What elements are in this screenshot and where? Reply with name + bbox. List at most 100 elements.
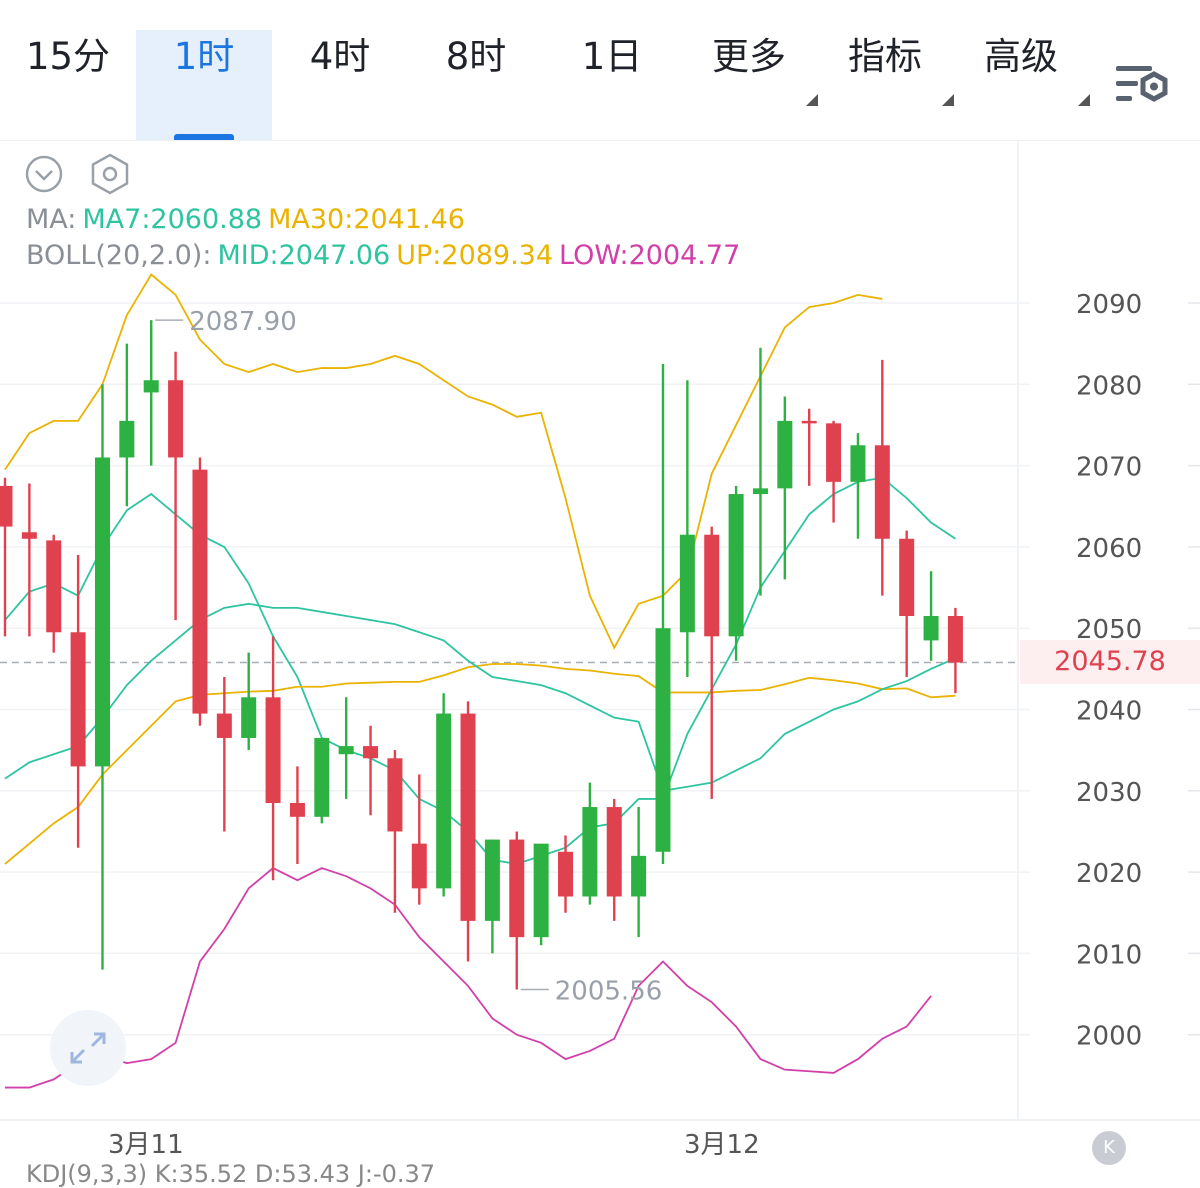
candle-down[interactable] <box>899 530 915 677</box>
candle-down[interactable] <box>606 798 622 921</box>
candle-down[interactable] <box>168 351 184 621</box>
candle-up[interactable] <box>679 380 695 677</box>
candle-body <box>752 488 768 495</box>
candle-down[interactable] <box>46 534 62 653</box>
candle-up[interactable] <box>582 782 598 905</box>
candle-body <box>777 420 793 489</box>
candle-body <box>265 697 281 803</box>
candle-body <box>509 839 525 938</box>
candle-down[interactable] <box>460 701 476 962</box>
ma7-line <box>4 476 956 865</box>
candle-up[interactable] <box>143 320 159 466</box>
timeframe-tabs: 15分 1时 4时 8时 1日 更多 指标 高级 <box>0 0 1200 141</box>
candle-up[interactable] <box>241 652 257 751</box>
y-tick-label: 2030 <box>1076 778 1142 808</box>
ma30-line <box>4 663 956 865</box>
candle-down[interactable] <box>70 555 86 848</box>
y-tick-label: 2080 <box>1076 371 1142 401</box>
candle-down[interactable] <box>289 766 305 864</box>
candle-down[interactable] <box>558 835 574 913</box>
expand-arrows-icon <box>70 1032 106 1064</box>
candle-down[interactable] <box>947 607 963 694</box>
candle-body <box>314 737 330 817</box>
scroll-to-latest-button[interactable]: K <box>1092 1131 1126 1165</box>
candle-up[interactable] <box>314 737 330 824</box>
candle-up[interactable] <box>850 433 866 539</box>
current-price-tag: 2045.78 <box>1020 640 1200 684</box>
tab-advanced-dropdown[interactable]: 高级 <box>966 30 1090 140</box>
ma7-value: MA7:2060.88 <box>82 204 263 235</box>
tab-15min[interactable]: 15分 <box>0 30 136 140</box>
candle-body <box>826 423 842 482</box>
candle-body <box>363 746 379 759</box>
candle-up[interactable] <box>338 697 354 799</box>
high-annotation-label: 2087.90 <box>189 307 297 337</box>
candle-up[interactable] <box>728 485 744 661</box>
y-tick-label: 2020 <box>1076 859 1142 889</box>
y-tick-label: 2070 <box>1076 453 1142 483</box>
candle-up[interactable] <box>752 347 768 596</box>
candle-up[interactable] <box>436 693 452 897</box>
candle-down[interactable] <box>826 420 842 523</box>
candle-body <box>143 380 159 393</box>
candle-up[interactable] <box>484 839 500 954</box>
candle-up[interactable] <box>923 571 939 661</box>
boll-low-line <box>5 866 932 1089</box>
tab-label: 1日 <box>581 35 643 78</box>
candle-down[interactable] <box>509 831 525 990</box>
candle-body <box>119 420 135 458</box>
candle-body <box>70 632 86 767</box>
kdj-legend: KDJ(9,3,3) K:35.52 D:53.43 J:-0.37 <box>26 1160 436 1188</box>
candle-down[interactable] <box>874 359 890 596</box>
candle-down[interactable] <box>192 457 208 726</box>
candle-down[interactable] <box>265 636 281 881</box>
boll-mid-line <box>4 602 956 792</box>
candle-body <box>484 839 500 921</box>
candle-down[interactable] <box>0 477 13 637</box>
candle-body <box>631 855 647 897</box>
fullscreen-expand-button[interactable] <box>50 1010 126 1086</box>
tab-label: 15分 <box>25 35 111 78</box>
candle-body <box>411 843 427 889</box>
candle-down[interactable] <box>411 774 427 905</box>
tab-more-dropdown[interactable]: 更多 <box>694 30 818 140</box>
tab-1hour[interactable]: 1时 <box>136 30 272 140</box>
dropdown-caret-icon <box>1078 94 1090 106</box>
candle-up[interactable] <box>631 807 647 938</box>
candle-body <box>606 807 622 897</box>
tab-indicators-dropdown[interactable]: 指标 <box>830 30 954 140</box>
candle-up[interactable] <box>655 363 671 864</box>
candle-up[interactable] <box>777 396 793 580</box>
candle-body <box>241 697 257 738</box>
indicator-settings-hexagon-icon[interactable] <box>88 152 132 196</box>
candle-body <box>46 540 62 633</box>
candle-down[interactable] <box>363 725 379 816</box>
tab-4hour[interactable]: 4时 <box>272 30 408 140</box>
candle-down[interactable] <box>387 750 403 913</box>
k-icon: K <box>1103 1137 1115 1158</box>
y-tick-label: 2090 <box>1076 290 1142 320</box>
chart-settings-icon[interactable] <box>1112 60 1172 112</box>
collapse-chevron-icon[interactable] <box>24 154 64 194</box>
ma-legend: MA: MA7:2060.88 MA30:2041.46 <box>26 204 471 235</box>
candle-body <box>533 843 549 938</box>
candle-up[interactable] <box>119 343 135 507</box>
candle-body <box>192 469 208 714</box>
candle-body <box>801 420 817 424</box>
boll-up-line <box>4 273 883 650</box>
candle-down[interactable] <box>21 483 37 637</box>
candle-down[interactable] <box>704 526 720 799</box>
candle-up[interactable] <box>533 843 549 946</box>
boll-mid-value: MID:2047.06 <box>217 240 391 271</box>
dropdown-caret-icon <box>942 94 954 106</box>
ma-prefix: MA: <box>26 204 77 235</box>
candle-body <box>704 534 720 637</box>
tab-label: 更多 <box>712 35 786 78</box>
tab-8hour[interactable]: 8时 <box>408 30 544 140</box>
candle-down[interactable] <box>801 408 817 486</box>
candle-down[interactable] <box>216 676 232 832</box>
tab-1day[interactable]: 1日 <box>544 30 680 140</box>
candle-up[interactable] <box>94 384 110 970</box>
candle-body <box>436 713 452 889</box>
